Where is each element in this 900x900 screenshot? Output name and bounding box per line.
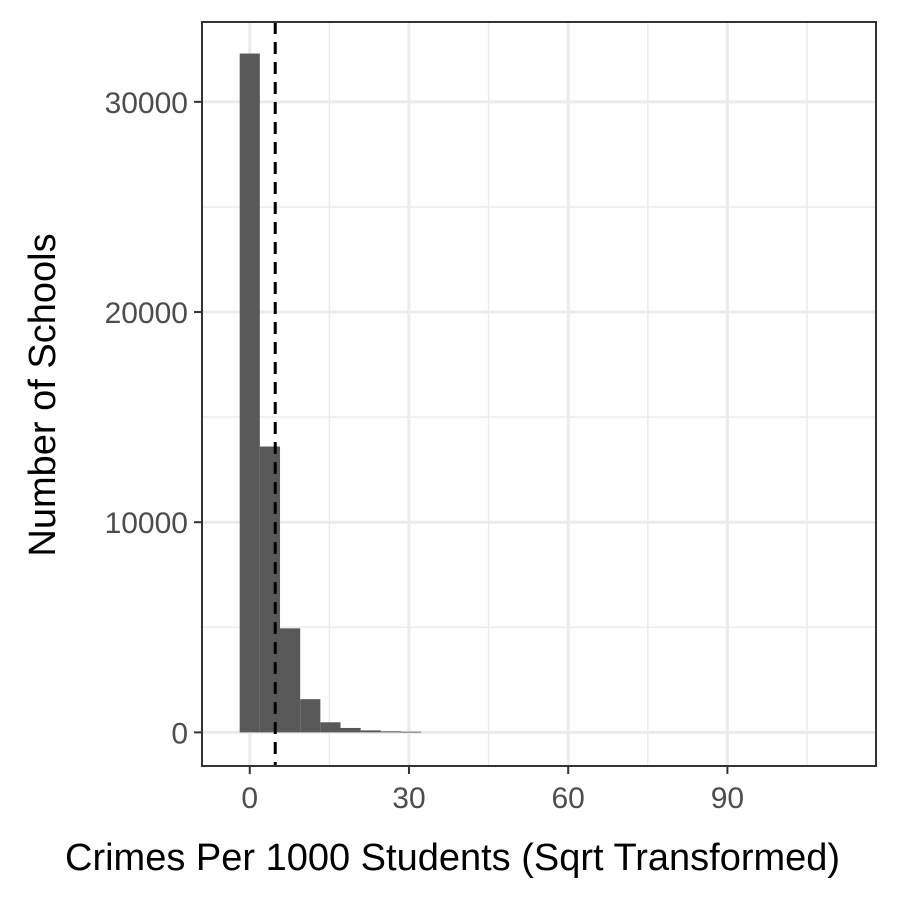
x-tick-label: 60 [552, 782, 585, 815]
histogram-bar [380, 731, 402, 733]
x-tick-label: 0 [241, 782, 258, 815]
histogram-bar [320, 722, 341, 733]
axis-ticks: 0 30 60 90 0 10000 20000 30000 [105, 87, 745, 815]
panel-border [201, 21, 877, 767]
y-tick-label: 30000 [105, 87, 188, 120]
x-tick-label: 90 [711, 782, 744, 815]
y-tick-label: 10000 [105, 507, 188, 540]
histogram-bar [340, 727, 361, 733]
y-axis-title: Number of Schools [22, 233, 64, 556]
y-tick-label: 20000 [105, 297, 188, 330]
histogram-bars [239, 53, 422, 733]
y-tick-label: 0 [171, 717, 188, 750]
histogram-bar [401, 731, 422, 733]
x-tick-label: 30 [392, 782, 425, 815]
x-axis-title: Crimes Per 1000 Students (Sqrt Transform… [65, 837, 840, 879]
histogram-bar [280, 628, 301, 733]
histogram-bar [300, 699, 321, 733]
histogram-bar [239, 53, 260, 733]
grid-lines [202, 22, 876, 766]
histogram-bar [259, 446, 281, 733]
histogram-bar [360, 730, 381, 733]
